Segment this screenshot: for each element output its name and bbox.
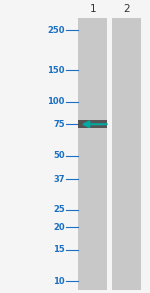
Bar — [78, 120, 107, 128]
Text: 2: 2 — [123, 4, 130, 14]
Text: 1: 1 — [89, 4, 96, 14]
Text: 150: 150 — [47, 66, 65, 75]
Text: 20: 20 — [53, 223, 65, 232]
Bar — [112, 18, 141, 290]
Text: 100: 100 — [47, 97, 65, 106]
Text: 15: 15 — [53, 245, 65, 254]
Text: 10: 10 — [53, 277, 65, 286]
Text: 25: 25 — [53, 205, 65, 214]
Text: 50: 50 — [53, 151, 65, 160]
Text: 75: 75 — [53, 120, 65, 129]
Bar — [78, 18, 107, 290]
Text: 250: 250 — [47, 26, 65, 35]
Text: 37: 37 — [53, 175, 65, 184]
